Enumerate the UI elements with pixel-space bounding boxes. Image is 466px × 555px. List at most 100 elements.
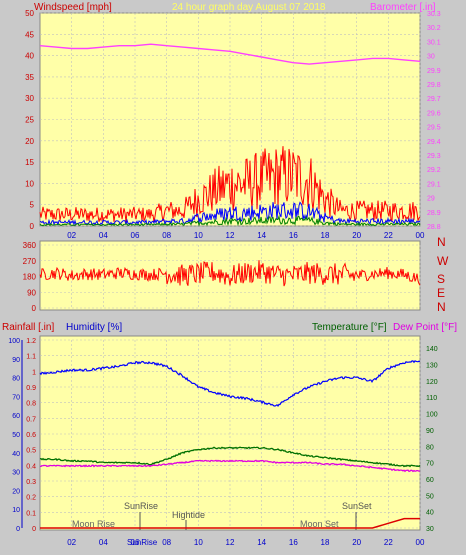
wind-x-tick-label: 02 — [67, 231, 76, 240]
humidity-series — [39, 360, 421, 408]
temperature-tick-label: 30 — [426, 526, 434, 533]
wind-x-tick-label: 14 — [257, 231, 266, 240]
direction-left-axis: 360 270 180 90 0 — [23, 241, 37, 313]
hightide-label: Hightide — [172, 510, 205, 520]
barometer-tick-label: 29.5 — [427, 125, 441, 132]
rain-tick-label: 1.2 — [26, 338, 36, 345]
humidity-tick-label: 50 — [12, 432, 20, 439]
direction-panel-data — [39, 260, 421, 287]
temperature-tick-label: 120 — [426, 379, 438, 386]
barometer-axis-title: Barometer [.in] — [370, 2, 436, 13]
windspeed-axis-title: Windspeed [mph] — [34, 2, 112, 13]
environment-x-tick-label: 08 — [162, 538, 171, 547]
humidity-tick-label: 60 — [12, 413, 20, 420]
temperature-tick-label: 80 — [426, 444, 434, 451]
compass-label-n: N — [437, 235, 446, 249]
direction-tick-label: 0 — [32, 304, 37, 313]
barometer-right-axis: 28.8 28.9 29 29.1 29.2 29.3 29.4 29.5 29.6 29.7 29… — [427, 11, 441, 231]
environment-x-tick-label: 16 — [289, 538, 298, 547]
direction-tick-label: 270 — [23, 257, 37, 266]
barometer-tick-label: 30 — [427, 54, 435, 61]
humidity-tick-label: 80 — [12, 376, 20, 383]
humidity-tick-label: 90 — [12, 357, 20, 364]
wind-x-tick-label: 18 — [321, 231, 330, 240]
direction-tick-label: 360 — [23, 241, 37, 250]
environment-x-tick-label: 04 — [99, 538, 108, 547]
compass-label-n: N — [437, 300, 446, 314]
temperature-tick-label: 100 — [426, 412, 438, 419]
wind-panel-data — [39, 43, 421, 227]
humidity-tick-label: 70 — [12, 394, 20, 401]
environment-x-tick-label: 02 — [67, 538, 76, 547]
direction-tick-label: 90 — [27, 288, 36, 297]
rain-tick-label: 0.5 — [26, 448, 36, 455]
wind-x-tick-label: 22 — [384, 231, 393, 240]
environment-x-axis: 02 04 06 08 10 12 14 16 18 20 22 00 — [67, 538, 425, 547]
barometer-tick-label: 28.9 — [427, 210, 441, 217]
temperature-tick-label: 140 — [426, 346, 438, 353]
temperature-axis-title: Temperature [°F] — [312, 322, 387, 333]
rainfall-series — [40, 517, 420, 529]
temperature-tick-label: 90 — [426, 428, 434, 435]
humidity-tick-label: 30 — [12, 470, 20, 477]
temperature-tick-label: 110 — [426, 395, 437, 402]
barometer-tick-label: 29.8 — [427, 82, 441, 89]
wind-tick-label: 40 — [25, 52, 34, 61]
compass-label-s: S — [437, 272, 445, 286]
barometer-tick-label: 29.2 — [427, 167, 441, 174]
rain-tick-label: 0.4 — [26, 463, 36, 470]
rain-tick-label: 0.7 — [26, 416, 36, 423]
humidity-tick-label: 100 — [8, 338, 20, 345]
rain-tick-label: 0.9 — [26, 385, 36, 392]
wind-x-tick-label: 16 — [289, 231, 298, 240]
barometer-tick-label: 30.1 — [427, 39, 441, 46]
wind-x-tick-label: 08 — [162, 231, 171, 240]
environment-x-tick-label: 18 — [321, 538, 330, 547]
wind-tick-label: 45 — [25, 30, 34, 39]
moon-set-label: Moon Set — [300, 519, 339, 529]
environment-x-tick-label: 00 — [416, 538, 425, 547]
wind-tick-label: 5 — [30, 201, 35, 210]
environment-x-tick-label: 12 — [226, 538, 235, 547]
temperature-tick-label: 60 — [426, 477, 434, 484]
wind-tick-label: 20 — [25, 137, 34, 146]
humidity-tick-label: 20 — [12, 488, 20, 495]
humidity-tick-label: 10 — [12, 507, 20, 514]
barometer-tick-label: 29.6 — [427, 110, 441, 117]
humidity-axis-title: Humidity [%] — [66, 322, 122, 333]
humidity-tick-label: 40 — [12, 451, 20, 458]
wind-tick-label: 35 — [25, 73, 34, 82]
barometer-tick-label: 28.8 — [427, 224, 441, 231]
temperature-tick-label: 130 — [426, 363, 438, 370]
rain-tick-label: 1 — [32, 369, 36, 376]
direction-tick-label: 180 — [23, 273, 37, 282]
rain-tick-label: 0.8 — [26, 401, 36, 408]
wind-tick-label: 0 — [30, 222, 35, 231]
humidity-axis: 0 10 20 30 40 50 60 70 80 90 100 — [8, 338, 23, 533]
barometer-tick-label: 29.7 — [427, 96, 441, 103]
environment-panel-data — [39, 360, 421, 529]
barometer-tick-label: 29.4 — [427, 139, 441, 146]
dewpoint-series — [40, 459, 421, 473]
temperature-tick-label: 70 — [426, 461, 434, 468]
rain-tick-label: 1.1 — [26, 354, 36, 361]
rain-tick-label: 0.1 — [26, 510, 36, 517]
compass-label-e: E — [437, 286, 445, 300]
barometer-tick-label: 29 — [427, 196, 435, 203]
wind-tick-label: 30 — [25, 94, 34, 103]
wind-left-axis: 0 5 10 15 20 25 30 35 40 45 50 — [25, 9, 34, 231]
sunrise-bottom-label: SunRise — [127, 538, 158, 547]
wind-x-tick-label: 00 — [416, 231, 425, 240]
rain-tick-label: 0.3 — [26, 479, 36, 486]
wind-average-series — [39, 201, 421, 227]
barometer-tick-label: 29.1 — [427, 181, 441, 188]
environment-x-tick-label: 22 — [384, 538, 393, 547]
wind-x-tick-label: 06 — [131, 231, 140, 240]
temperature-axis: 30 40 50 60 70 80 90 100 110 120 130 140 — [426, 346, 438, 533]
barometer-tick-label: 30.2 — [427, 25, 441, 32]
temperature-tick-label: 40 — [426, 510, 434, 517]
rain-tick-label: 0.2 — [26, 495, 36, 502]
